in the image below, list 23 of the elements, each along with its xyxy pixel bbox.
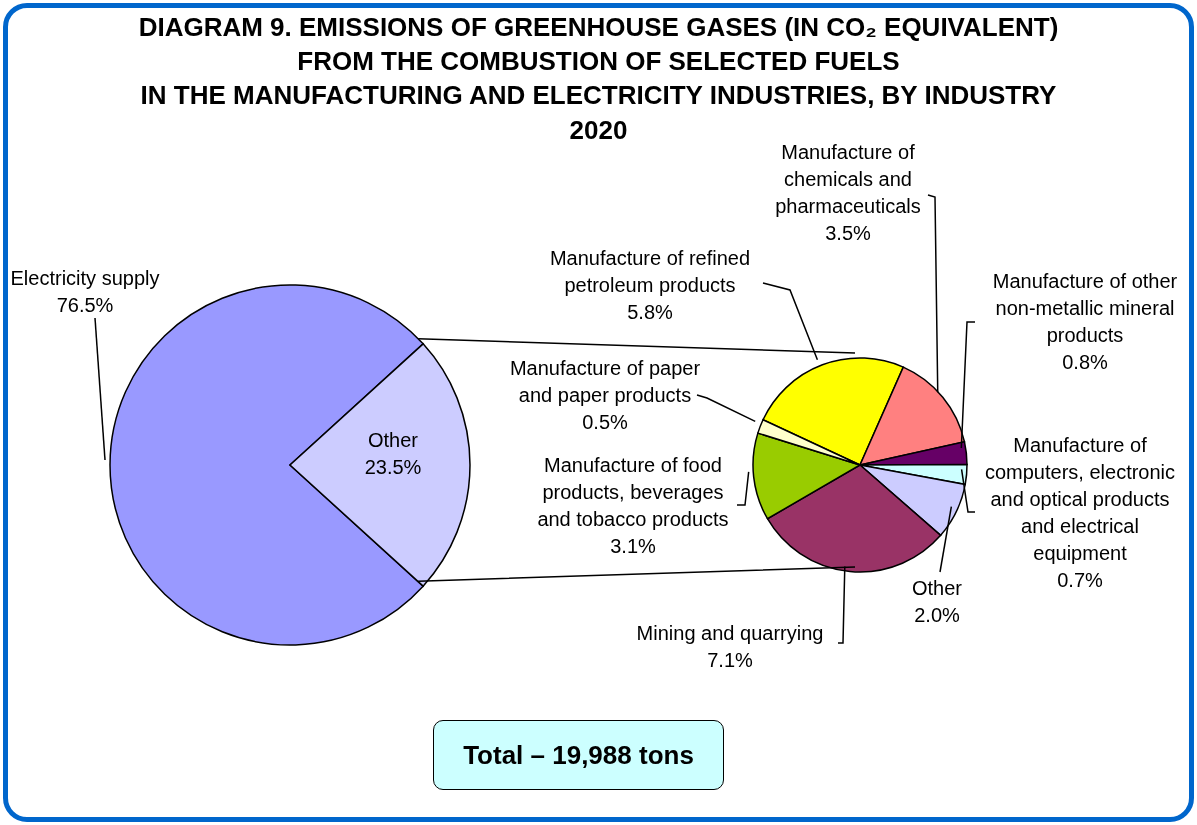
slice-label: Other bbox=[367, 428, 419, 451]
data-label: 76.5% bbox=[56, 293, 114, 316]
data-label: 7.1% bbox=[707, 648, 754, 671]
slice-label: Manufacture of chemicals and pharmaceuticals bbox=[775, 140, 921, 217]
text: DIAGRAM 9. EMISSIONS OF GREENHOUSE GASES (IN CO₂ EQUIVALENT) FROM THE COMBUSTION OF SELECTED FUELS IN THE MANUFACTURING AND ELECTRICITY INDUSTRIES, BY INDUSTRY bbox=[137, 11, 1060, 112]
data-label: 3.1% bbox=[610, 534, 657, 557]
data-label: 5.8% bbox=[627, 301, 674, 323]
data-label: 0.5% bbox=[582, 411, 629, 433]
data-label: 0.7% bbox=[1057, 568, 1104, 591]
text: Total – 19,988 tons bbox=[463, 739, 694, 771]
slice-label: Manufacture of paper and paper products bbox=[509, 357, 701, 406]
data-label: 3.5% bbox=[825, 221, 872, 244]
data-label: 2.0% bbox=[914, 603, 961, 626]
slice-label: Mining and quarrying bbox=[636, 621, 824, 644]
slice-label: Manufacture of food products, beverages and tobacco products bbox=[537, 453, 729, 530]
slice-label: Manufacture of computers, electronic and optical products and electrical equipment bbox=[984, 433, 1176, 564]
slice-label: Manufacture of refined petroleum products bbox=[549, 247, 751, 296]
data-label: 0.8% bbox=[1062, 350, 1109, 373]
slice-label: Manufacture of other non-metallic mineral products bbox=[992, 269, 1178, 346]
data-label: 23.5% bbox=[364, 455, 422, 478]
slice-label: Other bbox=[911, 576, 963, 599]
slice-label: Electricity supply bbox=[10, 266, 160, 289]
text: 2020 bbox=[569, 115, 628, 145]
